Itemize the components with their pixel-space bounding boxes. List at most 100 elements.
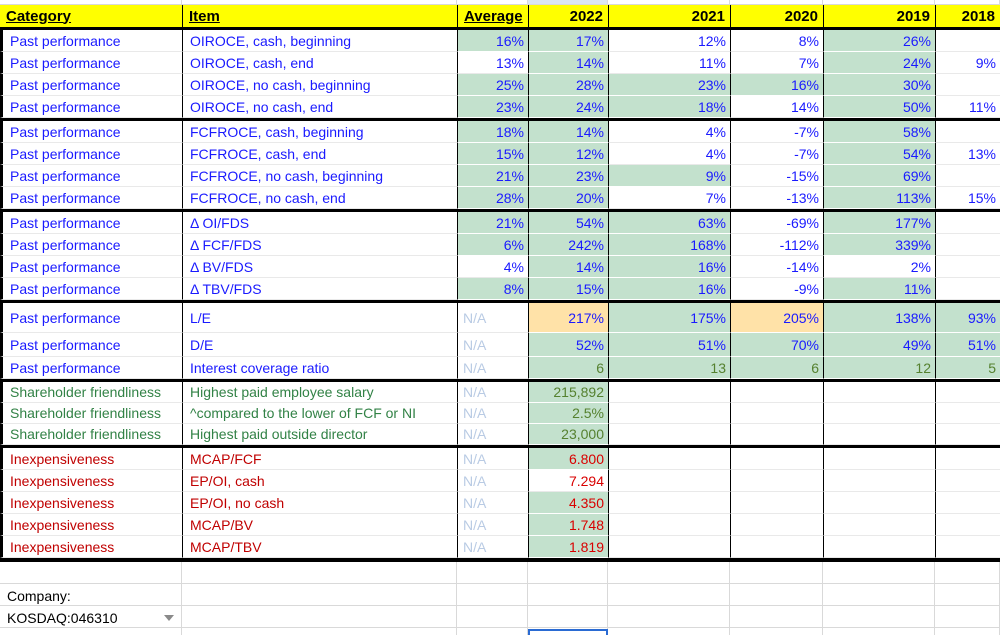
cell-value[interactable]: 15% bbox=[935, 187, 1000, 209]
cell-value[interactable]: -15% bbox=[730, 165, 823, 187]
cell-category[interactable]: Past performance bbox=[0, 143, 182, 165]
cell-value[interactable] bbox=[730, 403, 823, 424]
cell-value[interactable]: 51% bbox=[935, 333, 1000, 357]
cell-item[interactable]: OIROCE, cash, end bbox=[182, 52, 457, 74]
cell-value[interactable]: 175% bbox=[608, 303, 730, 333]
cell-value[interactable]: 23% bbox=[457, 96, 528, 118]
cell-category[interactable]: Past performance bbox=[0, 256, 182, 278]
company-ticker[interactable]: KOSDAQ:046310 bbox=[7, 610, 118, 626]
sheet-cell[interactable] bbox=[608, 562, 730, 584]
cell-value[interactable]: N/A bbox=[457, 470, 528, 492]
cell-value[interactable]: 58% bbox=[823, 121, 935, 143]
cell-value[interactable]: -7% bbox=[730, 121, 823, 143]
cell-value[interactable]: -13% bbox=[730, 187, 823, 209]
cell-value[interactable]: 4% bbox=[608, 143, 730, 165]
cell-value[interactable]: 23% bbox=[528, 165, 608, 187]
cell-item[interactable]: Interest coverage ratio bbox=[182, 357, 457, 379]
cell-value[interactable]: 242% bbox=[528, 234, 608, 256]
cell-category[interactable]: Past performance bbox=[0, 30, 182, 52]
cell-category[interactable]: Past performance bbox=[0, 357, 182, 379]
cell-value[interactable] bbox=[730, 514, 823, 536]
sheet-cell[interactable] bbox=[457, 584, 528, 606]
sheet-cell[interactable] bbox=[608, 0, 730, 5]
cell-value[interactable]: 2.5% bbox=[528, 403, 608, 424]
sheet-cell[interactable] bbox=[823, 606, 935, 628]
cell-value[interactable] bbox=[935, 30, 1000, 52]
cell-category[interactable]: Past performance bbox=[0, 121, 182, 143]
sheet-cell[interactable] bbox=[0, 562, 182, 584]
cell-value[interactable] bbox=[935, 74, 1000, 96]
sheet-cell[interactable] bbox=[182, 606, 457, 628]
cell-value[interactable] bbox=[823, 448, 935, 470]
cell-category[interactable]: Inexpensiveness bbox=[0, 536, 182, 558]
cell-value[interactable]: 6 bbox=[528, 357, 608, 379]
cell-value[interactable]: N/A bbox=[457, 382, 528, 403]
cell-value[interactable] bbox=[935, 382, 1000, 403]
cell-value[interactable]: 52% bbox=[528, 333, 608, 357]
cell-value[interactable]: -9% bbox=[730, 278, 823, 300]
cell-value[interactable] bbox=[608, 448, 730, 470]
cell-value[interactable]: 4% bbox=[608, 121, 730, 143]
cell-value[interactable]: -7% bbox=[730, 143, 823, 165]
cell-value[interactable]: 14% bbox=[528, 52, 608, 74]
cell-category[interactable]: Inexpensiveness bbox=[0, 470, 182, 492]
sheet-cell[interactable] bbox=[182, 584, 457, 606]
cell-item[interactable]: EP/OI, cash bbox=[182, 470, 457, 492]
sheet-cell[interactable] bbox=[935, 562, 1000, 584]
cell-value[interactable] bbox=[935, 536, 1000, 558]
cell-value[interactable] bbox=[935, 212, 1000, 234]
cell-value[interactable]: 1.748 bbox=[528, 514, 608, 536]
cell-value[interactable]: 51% bbox=[608, 333, 730, 357]
cell-value[interactable]: 30% bbox=[823, 74, 935, 96]
sheet-cell[interactable] bbox=[935, 628, 1000, 635]
cell-value[interactable] bbox=[823, 536, 935, 558]
sheet-cell[interactable] bbox=[730, 628, 823, 635]
cell-category[interactable]: Past performance bbox=[0, 74, 182, 96]
cell-value[interactable]: 63% bbox=[608, 212, 730, 234]
cell-value[interactable]: 24% bbox=[823, 52, 935, 74]
cell-value[interactable] bbox=[730, 448, 823, 470]
cell-value[interactable] bbox=[730, 470, 823, 492]
cell-item[interactable]: EP/OI, no cash bbox=[182, 492, 457, 514]
cell-value[interactable]: 6% bbox=[457, 234, 528, 256]
cell-value[interactable]: 217% bbox=[528, 303, 608, 333]
cell-value[interactable]: 50% bbox=[823, 96, 935, 118]
cell-value[interactable] bbox=[823, 403, 935, 424]
cell-value[interactable]: 7% bbox=[730, 52, 823, 74]
cell-value[interactable]: 54% bbox=[528, 212, 608, 234]
cell-item[interactable]: D/E bbox=[182, 333, 457, 357]
cell-value[interactable] bbox=[608, 470, 730, 492]
cell-value[interactable] bbox=[935, 121, 1000, 143]
cell-value[interactable]: 18% bbox=[608, 96, 730, 118]
cell-value[interactable]: N/A bbox=[457, 357, 528, 379]
column-header-y2022[interactable]: 2022 bbox=[528, 5, 608, 27]
sheet-cell[interactable] bbox=[823, 584, 935, 606]
cell-value[interactable] bbox=[935, 448, 1000, 470]
cell-value[interactable]: 20% bbox=[528, 187, 608, 209]
sheet-cell[interactable] bbox=[457, 628, 528, 635]
sheet-cell[interactable] bbox=[823, 562, 935, 584]
cell-value[interactable]: 11% bbox=[935, 96, 1000, 118]
cell-value[interactable] bbox=[730, 424, 823, 445]
cell-category[interactable]: Past performance bbox=[0, 165, 182, 187]
column-header-y2020[interactable]: 2020 bbox=[730, 5, 823, 27]
sheet-cell[interactable] bbox=[0, 584, 182, 606]
sheet-cell[interactable] bbox=[823, 628, 935, 635]
cell-category[interactable]: Inexpensiveness bbox=[0, 492, 182, 514]
cell-value[interactable]: 1.819 bbox=[528, 536, 608, 558]
cell-value[interactable]: N/A bbox=[457, 303, 528, 333]
column-header-category[interactable]: Category bbox=[0, 5, 182, 27]
cell-value[interactable] bbox=[730, 536, 823, 558]
cell-value[interactable]: N/A bbox=[457, 403, 528, 424]
sheet-cell[interactable] bbox=[457, 606, 528, 628]
cell-item[interactable]: Δ FCF/FDS bbox=[182, 234, 457, 256]
cell-value[interactable]: 5 bbox=[935, 357, 1000, 379]
cell-value[interactable]: 177% bbox=[823, 212, 935, 234]
cell-category[interactable]: Inexpensiveness bbox=[0, 448, 182, 470]
cell-value[interactable]: -112% bbox=[730, 234, 823, 256]
column-header-y2019[interactable]: 2019 bbox=[823, 5, 935, 27]
cell-value[interactable]: 13 bbox=[608, 357, 730, 379]
cell-value[interactable]: 21% bbox=[457, 165, 528, 187]
cell-value[interactable]: 23,000 bbox=[528, 424, 608, 445]
cell-value[interactable]: 17% bbox=[528, 30, 608, 52]
